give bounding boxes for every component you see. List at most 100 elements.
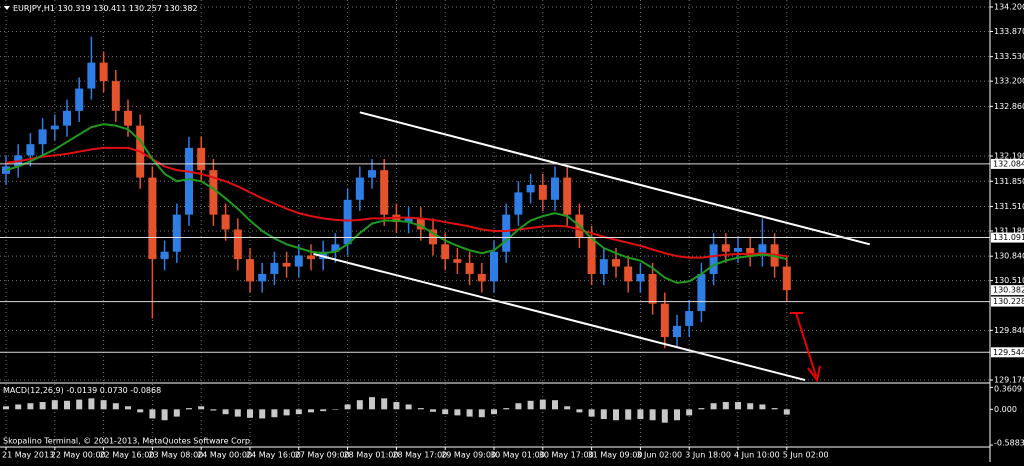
x-tick-label: 3 Jun 02:00 [636, 451, 682, 460]
candle-body [502, 214, 511, 252]
candle-body [160, 251, 169, 260]
y-tick-label: 130.840 [994, 252, 1024, 261]
candle-body [697, 273, 706, 312]
candle-body [636, 273, 645, 282]
candle-body [538, 184, 547, 200]
macd-bar [710, 403, 717, 410]
arrow-head [807, 365, 821, 383]
macd-bar [3, 406, 9, 410]
y-tick-label: 129.840 [994, 326, 1024, 335]
x-tick-label: 3 Jun 18:00 [685, 451, 731, 460]
macd-bar [564, 406, 571, 410]
candle-body [551, 177, 559, 200]
macd-bar [137, 409, 144, 413]
macd-bar [588, 409, 595, 417]
macd-bar [698, 408, 705, 410]
moving-average [5, 123, 788, 284]
candle-body [453, 259, 462, 263]
trendline [359, 111, 871, 246]
level-label: 132.084 [993, 159, 1024, 168]
macd-tick-label: 0.3609 [994, 385, 1022, 394]
macd-bar [332, 409, 339, 410]
candle-body [258, 273, 267, 282]
y-tick-label: 132.860 [994, 102, 1024, 111]
candle-body [75, 88, 84, 111]
low: 130.257 [129, 4, 162, 13]
open: 130.319 [58, 4, 91, 13]
macd-name: MACD(12,26,9) [3, 386, 64, 395]
candle-body [624, 266, 633, 282]
macd-bar [356, 400, 363, 410]
y-tick-label: 133.200 [994, 77, 1024, 86]
candle-body [587, 236, 596, 274]
macd-bar [442, 409, 449, 415]
candle-body [673, 325, 681, 338]
macd-bar [637, 409, 644, 420]
macd-value: 0.0730 [100, 386, 128, 395]
level-label: 130.228 [993, 297, 1024, 306]
candle-body [612, 259, 620, 267]
candle-body [734, 248, 742, 252]
candle-body [63, 110, 71, 126]
macd-bar [466, 409, 473, 417]
macd-bar [539, 399, 546, 410]
macd-bar [552, 400, 558, 410]
macd-bar [222, 409, 229, 415]
candle-body [148, 177, 157, 260]
macd-bar [64, 400, 70, 410]
x-tick-label: 21 May 2013 [2, 451, 54, 460]
candle-body [721, 244, 730, 252]
close: 130.382 [164, 4, 197, 13]
macd-bar [320, 409, 327, 412]
candle-body [599, 259, 608, 274]
level-label-box [991, 347, 1024, 358]
macd-bar [186, 408, 192, 410]
candle-body [648, 273, 657, 304]
macd-bar [27, 403, 34, 410]
x-tick-label: 30 May 01:00 [490, 451, 545, 460]
macd-bar [15, 404, 22, 410]
candle-body [197, 147, 206, 171]
high: 130.411 [93, 4, 126, 13]
macd-bar [125, 406, 131, 410]
price-label: 130.382 [993, 286, 1024, 295]
macd-bar [393, 402, 400, 410]
macd-bar [51, 400, 58, 410]
macd-bar [283, 409, 290, 416]
x-tick-label: 28 May 17:00 [392, 451, 447, 460]
y-tick-label: 134.200 [994, 2, 1024, 11]
level-label-box [991, 296, 1024, 307]
y-tick-label: 133.870 [994, 27, 1024, 36]
macd-bar [625, 409, 632, 420]
macd-bar [112, 403, 119, 410]
x-tick-label: 24 May 16:00 [246, 451, 301, 460]
candle-body [282, 262, 291, 267]
macd-bar [344, 404, 351, 410]
candle-body [307, 255, 315, 260]
candle-body [355, 177, 364, 200]
symbol: EURJPY,H1 [13, 4, 55, 13]
macd-bar [527, 400, 534, 410]
candle-body [38, 129, 47, 145]
candle-body [490, 251, 498, 282]
level-label: 129.544 [993, 348, 1024, 357]
macd-value: -0.0868 [130, 386, 161, 395]
macd-bar [600, 409, 607, 420]
candle-body [526, 184, 535, 193]
macd-bar [234, 409, 241, 417]
macd-bar [369, 397, 375, 410]
trendline [313, 252, 806, 382]
x-tick-label: 28 May 01:00 [344, 451, 399, 460]
x-tick-label: 23 May 08:00 [148, 451, 203, 460]
moving-average [5, 146, 787, 259]
macd-bar [259, 409, 266, 419]
candle-body [233, 229, 242, 260]
macd-bar [161, 409, 168, 421]
y-tick-label: 132.190 [994, 152, 1024, 161]
header-icon [4, 6, 10, 10]
price-label-box [991, 285, 1024, 296]
chart-header: EURJPY,H1 130.319 130.411 130.257 130.38… [13, 4, 198, 13]
macd-bar [747, 403, 754, 410]
macd-bar [454, 409, 461, 416]
macd-bar [198, 406, 205, 410]
